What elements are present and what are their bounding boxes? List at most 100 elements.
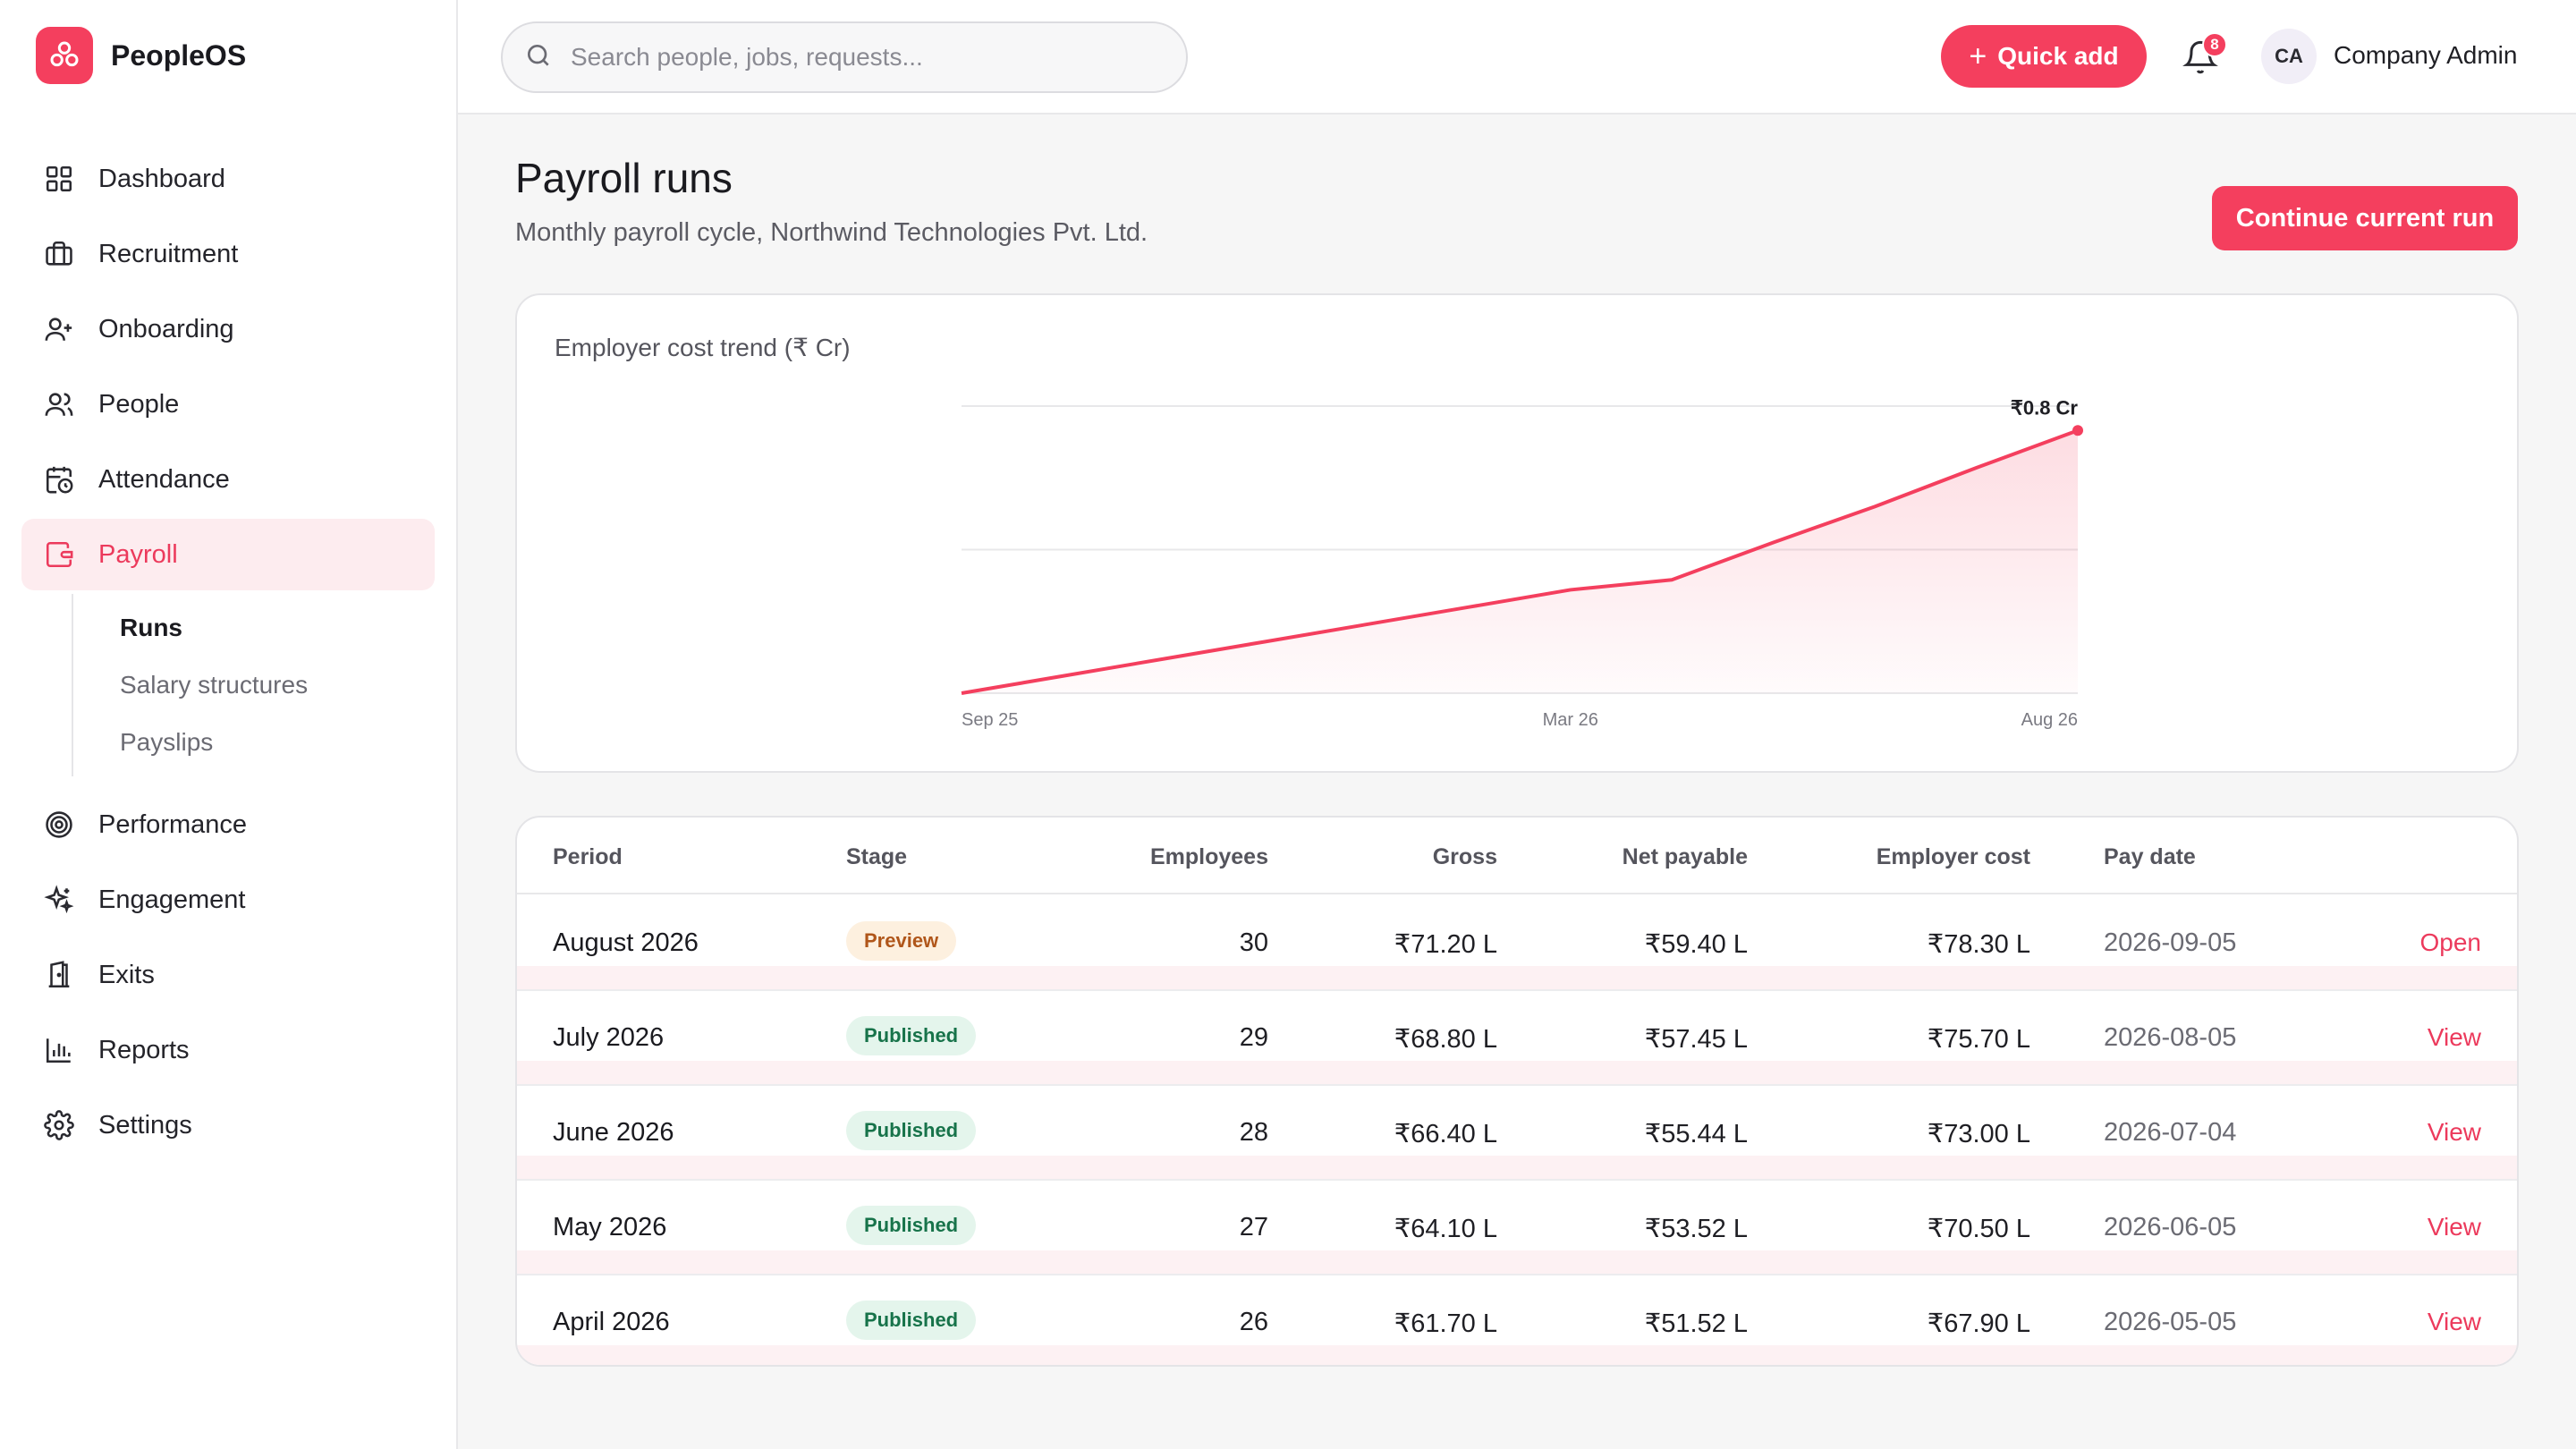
sidebar-item-exits[interactable]: Exits <box>21 939 435 1011</box>
row-action-link[interactable]: View <box>2427 1023 2481 1051</box>
top-header: + Quick add 8 CA Company Admin <box>458 0 2576 114</box>
cell-employees: 26 <box>1239 1308 1268 1336</box>
continue-current-run-button[interactable]: Continue current run <box>2212 186 2518 250</box>
cell-gross: ₹64.10 L <box>1394 1215 1497 1243</box>
brand[interactable]: PeopleOS <box>36 27 246 84</box>
cell-gross: ₹61.70 L <box>1394 1309 1497 1338</box>
cell-gross: ₹71.20 L <box>1394 930 1497 959</box>
sidebar-item-label: Onboarding <box>98 314 234 343</box>
user-name[interactable]: Company Admin <box>2334 41 2518 69</box>
sidebar-item-settings[interactable]: Settings <box>21 1089 435 1161</box>
cell-net-payable: ₹59.40 L <box>1644 930 1748 959</box>
notifications-button[interactable]: 8 <box>2179 32 2227 79</box>
cell-period: April 2026 <box>553 1308 670 1336</box>
table-row[interactable]: April 2026 Published 26 ₹61.70 L ₹51.52 L ₹67… <box>517 1275 2517 1365</box>
avatar[interactable]: CA <box>2261 29 2317 84</box>
column-header-stage: Stage <box>846 844 908 869</box>
status-badge: Preview <box>846 921 957 961</box>
sidebar-item-reports[interactable]: Reports <box>21 1014 435 1086</box>
sidebar-item-label: Settings <box>98 1110 192 1140</box>
cell-employees: 29 <box>1239 1023 1268 1052</box>
row-action-link[interactable]: View <box>2427 1118 2481 1146</box>
sidebar-item-label: Payroll <box>98 539 178 569</box>
cell-net-payable: ₹51.52 L <box>1644 1309 1748 1338</box>
row-action-link[interactable]: View <box>2427 1213 2481 1241</box>
employer-cost-chart-card: Employer cost trend (₹ Cr) ₹0.8 Cr Sep 25… <box>515 293 2519 773</box>
x-tick-label: Mar 26 <box>1543 710 1598 730</box>
cell-net-payable: ₹57.45 L <box>1644 1025 1748 1054</box>
calendar-clock-icon <box>41 462 77 497</box>
subnav-item-payslips[interactable]: Payslips <box>120 728 214 756</box>
sidebar-item-recruitment[interactable]: Recruitment <box>21 218 435 290</box>
payroll-runs-table: Period Stage Employees Gross Net payable… <box>515 816 2519 1367</box>
sidebar-item-onboarding[interactable]: Onboarding <box>21 293 435 365</box>
briefcase-icon <box>41 236 77 272</box>
quick-add-button[interactable]: + Quick add <box>1941 25 2147 88</box>
sidebar-item-attendance[interactable]: Attendance <box>21 444 435 515</box>
column-header-net-payable: Net payable <box>1622 844 1748 869</box>
quick-add-label: Quick add <box>1997 42 2119 70</box>
search-icon <box>524 41 553 74</box>
status-badge: Published <box>846 1206 977 1245</box>
brand-name: PeopleOS <box>111 38 247 72</box>
target-icon <box>41 807 77 843</box>
subnav-item-salary-structures[interactable]: Salary structures <box>120 671 309 699</box>
cell-net-payable: ₹53.52 L <box>1644 1215 1748 1243</box>
chart-title: Employer cost trend (₹ Cr) <box>555 334 851 361</box>
sidebar-item-label: Recruitment <box>98 239 239 268</box>
column-header-employer-cost: Employer cost <box>1876 844 2030 869</box>
sparkles-icon <box>41 882 77 918</box>
cell-pay-date: 2026-06-05 <box>2104 1213 2237 1241</box>
bar-chart-icon <box>41 1032 77 1068</box>
plus-icon: + <box>1969 38 1987 73</box>
series-line <box>961 428 2079 695</box>
x-tick-label: Aug 26 <box>2021 710 2078 730</box>
column-header-employees: Employees <box>1149 844 1268 869</box>
sidebar-item-engagement[interactable]: Engagement <box>21 864 435 936</box>
sidebar-item-payroll[interactable]: Payroll <box>21 519 435 590</box>
sidebar-item-label: People <box>98 389 180 419</box>
status-badge: Published <box>846 1301 977 1340</box>
user-plus-icon <box>41 311 77 347</box>
x-tick-label: Sep 25 <box>962 710 1018 730</box>
cell-pay-date: 2026-05-05 <box>2104 1308 2237 1336</box>
sidebar-item-people[interactable]: People <box>21 369 435 440</box>
sidebar-item-label: Exits <box>98 960 155 989</box>
table-row[interactable]: July 2026 Published 29 ₹68.80 L ₹57.45 L ₹75.… <box>517 991 2517 1086</box>
sidebar-item-label: Performance <box>98 809 248 839</box>
status-badge: Published <box>846 1111 977 1150</box>
sidebar-item-label: Dashboard <box>98 164 225 193</box>
table-row[interactable]: June 2026 Published 28 ₹66.40 L ₹55.44 L ₹73.… <box>517 1086 2517 1181</box>
column-header-period: Period <box>553 844 623 869</box>
cell-employees: 27 <box>1239 1213 1268 1241</box>
page-title: Payroll runs <box>515 155 733 201</box>
page-subtitle: Monthly payroll cycle, Northwind Technol… <box>515 218 1148 247</box>
sidebar-nav: Dashboard Recruitment Onboarding People … <box>21 143 435 1165</box>
payroll-subnav: Runs Salary structures Payslips <box>72 594 435 776</box>
cell-employer-cost: ₹73.00 L <box>1927 1120 2030 1148</box>
sidebar-item-dashboard[interactable]: Dashboard <box>21 143 435 215</box>
cell-period: June 2026 <box>553 1118 674 1147</box>
notification-count-badge: 8 <box>2202 32 2227 57</box>
cell-net-payable: ₹55.44 L <box>1644 1120 1748 1148</box>
row-action-link[interactable]: Open <box>2419 928 2482 956</box>
door-icon <box>41 957 77 993</box>
status-badge: Published <box>846 1016 977 1055</box>
sidebar-item-label: Attendance <box>98 464 230 494</box>
cell-employer-cost: ₹70.50 L <box>1927 1215 2030 1243</box>
column-header-gross: Gross <box>1432 844 1497 869</box>
search-bar[interactable] <box>501 21 1188 93</box>
cell-gross: ₹66.40 L <box>1394 1120 1497 1148</box>
subnav-item-runs[interactable]: Runs <box>120 614 182 641</box>
row-action-link[interactable]: View <box>2427 1308 2481 1335</box>
table-row[interactable]: August 2026 Preview 30 ₹71.20 L ₹59.40 L ₹78.… <box>517 896 2517 991</box>
cell-employees: 28 <box>1239 1118 1268 1147</box>
search-input[interactable] <box>571 43 1161 72</box>
sidebar-item-performance[interactable]: Performance <box>21 789 435 860</box>
end-point <box>2072 425 2083 436</box>
table-row[interactable]: May 2026 Published 27 ₹64.10 L ₹53.52 L ₹70.5… <box>517 1181 2517 1275</box>
cell-employees: 30 <box>1239 928 1268 957</box>
cell-employer-cost: ₹67.90 L <box>1927 1309 2030 1338</box>
gear-icon <box>41 1107 77 1143</box>
column-header-pay-date: Pay date <box>2104 844 2196 869</box>
